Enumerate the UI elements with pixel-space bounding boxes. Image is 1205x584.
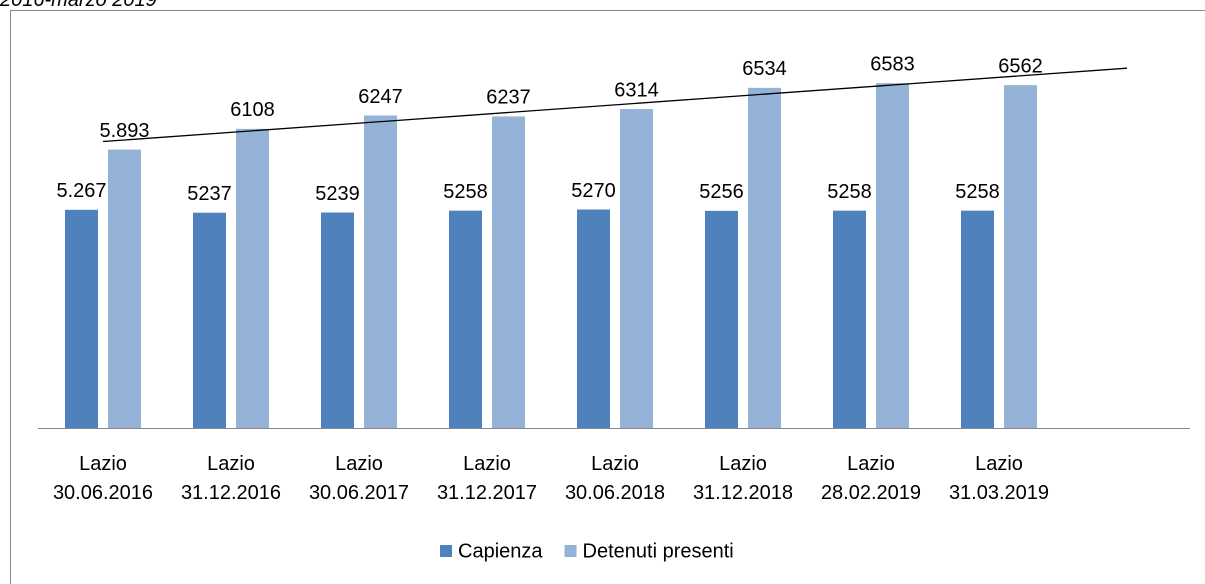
legend-label: Capienza <box>458 540 543 562</box>
bar <box>620 109 653 428</box>
data-label: 6247 <box>358 86 403 108</box>
bar <box>108 149 141 428</box>
x-tick-label: Lazio 31.12.2018 <box>692 453 794 504</box>
bar <box>1004 85 1037 428</box>
bar <box>577 209 610 428</box>
bar <box>748 87 781 428</box>
legend-swatch <box>564 545 577 557</box>
x-tick-label: Lazio 28.02.2019 <box>820 453 922 504</box>
x-tick-label: Lazio 31.12.2016 <box>180 453 282 504</box>
data-label: 6237 <box>486 87 531 109</box>
data-label: 5258 <box>827 181 872 203</box>
data-label: 6314 <box>614 79 659 101</box>
bar <box>705 210 738 428</box>
data-label: 5256 <box>699 181 744 203</box>
data-label: 5258 <box>955 181 1000 203</box>
x-tick-label: Lazio 31.12.2017 <box>436 453 538 504</box>
trendline <box>102 67 1128 143</box>
data-label: 6583 <box>870 53 915 75</box>
x-tick-label: Lazio 30.06.2018 <box>564 453 666 504</box>
data-label: 5237 <box>187 183 232 205</box>
data-label: 5239 <box>315 183 360 205</box>
x-tick-label: Lazio 30.06.2016 <box>52 453 154 504</box>
data-label: 6562 <box>998 55 1043 77</box>
chart-border <box>10 10 1205 584</box>
bar <box>321 212 354 428</box>
legend-swatch <box>440 545 452 557</box>
data-label: 5258 <box>443 181 488 203</box>
chart-subtitle: 2016-marzo 2019 <box>0 0 157 11</box>
bar <box>961 210 994 428</box>
bar <box>193 212 226 428</box>
bar <box>449 210 482 428</box>
data-label: 6534 <box>742 58 787 80</box>
bar <box>364 115 397 428</box>
bar <box>236 128 269 429</box>
bar <box>65 209 98 428</box>
data-label: 6108 <box>230 99 275 121</box>
data-label: 5.893 <box>99 120 149 142</box>
bar <box>876 83 909 428</box>
x-tick-label: Lazio 30.06.2017 <box>308 453 410 504</box>
data-label: 5.267 <box>56 180 106 202</box>
legend-label: Detenuti presenti <box>583 540 734 562</box>
x-tick-label: Lazio 31.03.2019 <box>948 453 1050 504</box>
bar <box>492 116 525 428</box>
data-label: 5270 <box>571 180 616 202</box>
bar <box>833 210 866 428</box>
